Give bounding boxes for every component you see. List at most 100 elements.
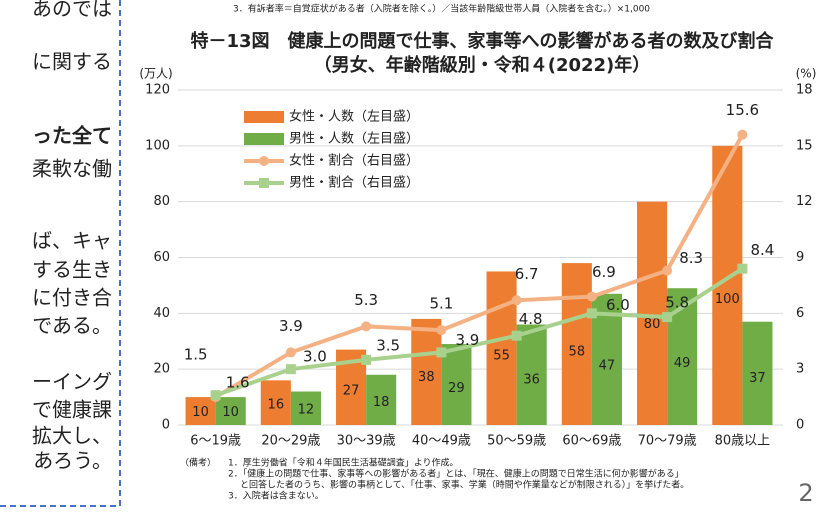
x-tick-label: 20～29歳: [261, 434, 320, 449]
line-marker: [662, 312, 673, 323]
y-tick-label: 100: [145, 138, 170, 153]
x-tick-label: 60～69歳: [562, 434, 621, 449]
footnote: 2．「健康上の問題で仕事、家事等への影響がある者」とは、「現在、健康上の問題で日…: [228, 468, 684, 480]
y-tick-label: 60: [153, 250, 170, 265]
legend-swatch: [244, 111, 284, 123]
y-tick-label: 0: [162, 418, 170, 433]
line-marker: [737, 263, 748, 274]
legend-label: 女性・割合（右目盛）: [289, 153, 419, 169]
x-tick-label: 80歳以上: [715, 434, 771, 449]
bar: [667, 288, 698, 425]
line: [214, 266, 744, 398]
legend-label: 男性・人数（左目盛）: [289, 132, 419, 147]
body-text: ば、キャ: [32, 229, 112, 253]
bar-value-label: 49: [674, 356, 691, 371]
line-value-label: 5.1: [429, 295, 453, 313]
bar-value-label: 12: [298, 402, 315, 417]
bar-value-label: 27: [343, 384, 360, 399]
y2-axis-unit: (%): [796, 67, 817, 81]
bar-value-label: 58: [569, 345, 586, 360]
y-tick-label: 120: [145, 83, 170, 98]
line-value-label: 4.8: [519, 310, 543, 328]
footnote: 3．入院者は含まない。: [228, 490, 324, 502]
body-text: である。: [32, 314, 112, 338]
line-marker: [586, 291, 597, 302]
legend-marker: [259, 156, 269, 166]
y-tick-label: 80: [153, 194, 170, 209]
top-note: 3．有訴者率＝自覚症状がある者（入院者を除く。）／当該年齢階級世帯人員（入院者を…: [233, 3, 650, 15]
x-tick-label: 6～19歳: [190, 434, 241, 449]
line-marker: [436, 325, 447, 336]
line-marker: [737, 129, 748, 140]
bar: [215, 397, 246, 425]
footnote-label: （備考）: [180, 457, 216, 469]
legend-label: 女性・人数（左目盛）: [289, 109, 419, 125]
body-text: する生き: [32, 258, 112, 282]
bar-value-label: 47: [599, 358, 616, 373]
line-marker: [210, 390, 221, 401]
line-value-label: 8.3: [679, 249, 703, 267]
bar: [516, 324, 547, 425]
bar-value-label: 29: [448, 381, 465, 396]
legend-label: 男性・割合（右目盛）: [289, 175, 419, 191]
body-text: あのでは: [32, 0, 112, 21]
body-text: に関する: [32, 50, 112, 74]
bar-value-label: 18: [373, 395, 390, 410]
line-value-label: 6.0: [606, 296, 630, 314]
bar: [185, 397, 216, 425]
line-value-label: 3.9: [455, 331, 479, 349]
bar-value-label: 100: [715, 292, 740, 307]
bar-value-label: 10: [222, 405, 239, 420]
line-value-label: 3.0: [303, 348, 327, 366]
y-tick-label: 40: [153, 306, 170, 321]
bar: [411, 318, 442, 425]
y2-tick-label: 9: [796, 250, 804, 265]
bar-value-label: 80: [644, 317, 661, 332]
line-marker: [662, 265, 673, 276]
chart-subtitle: （男女、年齢階級別・令和４(2022)年）: [314, 54, 651, 76]
x-tick-label: 70～79歳: [638, 434, 697, 449]
chart-title: 特－13図 健康上の問題で仕事、家事等への影響がある者の数及び割合: [190, 30, 774, 52]
line-marker: [285, 364, 296, 375]
bar: [366, 374, 397, 425]
bar-value-label: 16: [268, 397, 285, 412]
bar: [441, 344, 472, 425]
legend-marker: [259, 178, 269, 188]
bar: [290, 391, 321, 425]
x-tick-label: 40～49歳: [412, 434, 471, 449]
y-axis-unit: (万人): [139, 67, 172, 81]
y2-tick-label: 15: [796, 138, 813, 153]
line-value-label: 1.5: [184, 346, 208, 364]
line-value-label: 15.6: [726, 101, 759, 119]
body-text: で健康課: [32, 398, 112, 422]
x-tick-label: 50～59歳: [487, 434, 546, 449]
line-value-label: 3.9: [279, 317, 303, 335]
line-marker: [285, 347, 296, 358]
line-value-label: 6.7: [515, 265, 539, 283]
bar-value-label: 37: [749, 371, 766, 386]
line-marker: [361, 354, 372, 365]
line: [214, 133, 745, 399]
footnote: と回答した者のうち、影響の事柄として、「仕事、家事、学業（時間や作業量などが制限…: [240, 479, 689, 491]
body-text: 柔軟な働: [32, 157, 112, 181]
line-value-label: 5.8: [665, 294, 689, 312]
bar: [260, 380, 291, 425]
x-tick-label: 30～39歳: [337, 434, 396, 449]
bar-value-label: 36: [523, 372, 540, 387]
y2-tick-label: 3: [796, 362, 804, 377]
y2-tick-label: 6: [796, 306, 804, 321]
line-marker: [511, 295, 522, 306]
bar: [561, 263, 592, 425]
bar-value-label: 38: [418, 370, 435, 385]
bar-value-label: 55: [493, 348, 510, 363]
line-marker: [511, 330, 522, 341]
body-text: 拡大し、: [32, 424, 112, 448]
y-tick-label: 20: [153, 362, 170, 377]
line-value-label: 5.3: [354, 291, 378, 309]
line-marker: [436, 347, 447, 358]
y2-tick-label: 18: [796, 83, 813, 98]
line-value-label: 6.9: [592, 263, 616, 281]
body-text: った全て: [32, 124, 112, 148]
